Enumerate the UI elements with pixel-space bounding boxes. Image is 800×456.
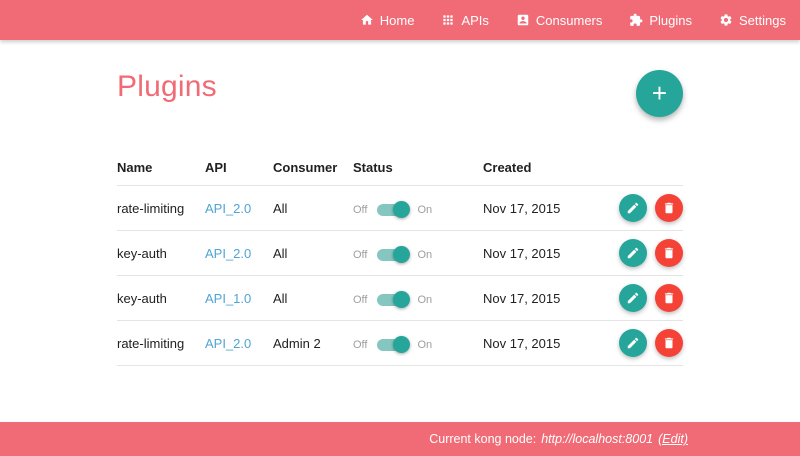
created-cell: Nov 17, 2015 xyxy=(483,320,608,366)
edit-plugin-button[interactable] xyxy=(619,284,648,312)
trash-icon xyxy=(662,291,676,305)
nav-item-home-label: Home xyxy=(379,12,415,28)
created-cell: Nov 17, 2015 xyxy=(483,230,608,276)
add-plugin-button[interactable]: + xyxy=(636,70,683,117)
nav-item-settings-label: Settings xyxy=(739,12,786,28)
footer-node-label: Current kong node: xyxy=(429,432,537,446)
table-row: rate-limiting API_2.0 All Off On Nov 17,… xyxy=(117,185,683,231)
nav-item-consumers[interactable]: Consumers xyxy=(516,13,602,28)
toggle-on-label: On xyxy=(417,293,433,306)
toggle-on-label: On xyxy=(417,203,433,216)
page-title: Plugins xyxy=(117,70,217,103)
toggle-knob xyxy=(393,200,411,218)
status-toggle[interactable] xyxy=(377,290,411,308)
plugin-name-cell: key-auth xyxy=(117,275,205,321)
nav-item-apis-label: APIs xyxy=(461,12,489,28)
delete-plugin-button[interactable] xyxy=(655,239,683,267)
column-header-actions xyxy=(608,154,683,186)
top-navbar: Home APIs Consumers Plugins Settings xyxy=(0,0,800,40)
column-header-created: Created xyxy=(483,154,608,186)
created-cell: Nov 17, 2015 xyxy=(483,185,608,231)
apps-grid-icon xyxy=(441,13,455,27)
edit-plugin-button[interactable] xyxy=(619,239,648,267)
nav-item-apis[interactable]: APIs xyxy=(441,12,489,28)
consumer-cell[interactable]: Admin 2 xyxy=(273,335,321,351)
consumer-cell: All xyxy=(273,290,288,306)
edit-plugin-button[interactable] xyxy=(619,194,648,222)
status-toggle-group: Off On xyxy=(353,290,433,308)
toggle-on-label: On xyxy=(417,338,433,351)
trash-icon xyxy=(662,246,676,260)
toggle-knob xyxy=(393,290,411,308)
plugins-table-body: rate-limiting API_2.0 All Off On Nov 17,… xyxy=(117,185,683,366)
status-toggle-group: Off On xyxy=(353,200,433,218)
plugins-table: Name API Consumer Status Created rate-li… xyxy=(117,154,683,366)
pencil-icon xyxy=(626,336,640,350)
footer-edit-link[interactable]: (Edit) xyxy=(658,432,688,446)
home-icon xyxy=(360,13,374,27)
column-header-name: Name xyxy=(117,154,205,186)
plugin-name-cell: key-auth xyxy=(117,230,205,276)
consumers-icon xyxy=(516,13,530,27)
gear-icon xyxy=(719,13,733,27)
consumer-cell: All xyxy=(273,200,288,216)
toggle-off-label: Off xyxy=(353,203,368,216)
toggle-off-label: Off xyxy=(353,293,368,306)
api-link[interactable]: API_2.0 xyxy=(205,245,252,261)
delete-plugin-button[interactable] xyxy=(655,284,683,312)
column-header-status: Status xyxy=(353,154,483,186)
pencil-icon xyxy=(626,201,640,215)
toggle-knob xyxy=(393,335,411,353)
toggle-off-label: Off xyxy=(353,338,368,351)
plugin-name-cell: rate-limiting xyxy=(117,320,205,366)
pencil-icon xyxy=(626,291,640,305)
nav-item-home[interactable]: Home xyxy=(360,12,415,28)
delete-plugin-button[interactable] xyxy=(655,329,683,357)
api-link[interactable]: API_2.0 xyxy=(205,335,252,351)
table-row: key-auth API_1.0 All Off On Nov 17, 2015 xyxy=(117,275,683,321)
table-row: key-auth API_2.0 All Off On Nov 17, 2015 xyxy=(117,230,683,276)
footer-node-url: http://localhost:8001 xyxy=(541,432,654,446)
plugins-table-header: Name API Consumer Status Created xyxy=(117,154,683,186)
table-row: rate-limiting API_2.0 Admin 2 Off On Nov… xyxy=(117,320,683,366)
status-toggle-group: Off On xyxy=(353,245,433,263)
api-link[interactable]: API_1.0 xyxy=(205,290,252,306)
footer-bar: Current kong node: http://localhost:8001… xyxy=(0,422,800,456)
toggle-knob xyxy=(393,245,411,263)
toggle-on-label: On xyxy=(417,248,433,261)
status-toggle-group: Off On xyxy=(353,335,433,353)
nav-item-consumers-label: Consumers xyxy=(535,12,603,28)
api-link[interactable]: API_2.0 xyxy=(205,200,252,216)
puzzle-icon xyxy=(629,13,643,27)
plugin-name-cell: rate-limiting xyxy=(117,185,205,231)
toggle-off-label: Off xyxy=(353,248,368,261)
edit-plugin-button[interactable] xyxy=(619,329,648,357)
consumer-cell: All xyxy=(273,245,288,261)
status-toggle[interactable] xyxy=(377,245,411,263)
column-header-api: API xyxy=(205,154,273,186)
trash-icon xyxy=(662,201,676,215)
column-header-consumer: Consumer xyxy=(273,154,353,186)
created-cell: Nov 17, 2015 xyxy=(483,275,608,321)
pencil-icon xyxy=(626,246,640,260)
nav-item-plugins[interactable]: Plugins xyxy=(629,13,692,28)
main-content: Plugins + Name API Consumer Status Creat… xyxy=(117,70,683,366)
delete-plugin-button[interactable] xyxy=(655,194,683,222)
status-toggle[interactable] xyxy=(377,200,411,218)
nav-item-settings[interactable]: Settings xyxy=(719,13,786,28)
nav-item-plugins-label: Plugins xyxy=(649,12,693,28)
status-toggle[interactable] xyxy=(377,335,411,353)
trash-icon xyxy=(662,336,676,350)
title-row: Plugins + xyxy=(117,70,683,120)
